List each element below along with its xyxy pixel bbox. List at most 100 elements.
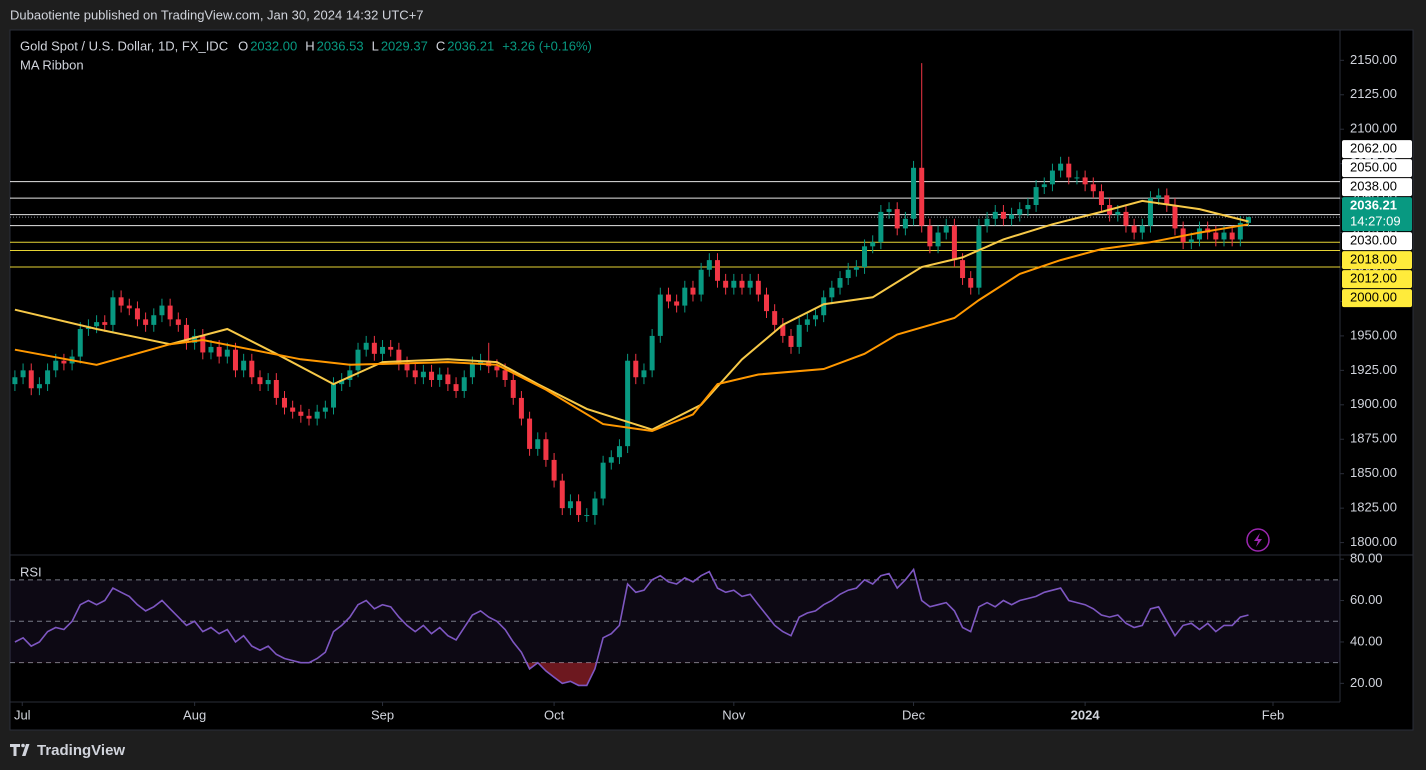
candle-body <box>911 167 917 219</box>
candle-body <box>331 384 337 408</box>
candle-body <box>1033 187 1039 205</box>
candle-body <box>1098 191 1104 205</box>
candle-body <box>445 374 451 385</box>
candle-body <box>633 360 639 378</box>
candle-body <box>420 371 426 378</box>
candle-body <box>241 360 247 371</box>
y-tick-label: 2150.00 <box>1350 52 1397 67</box>
candle-body <box>1156 195 1162 199</box>
candle-body <box>1049 170 1055 185</box>
candle-body <box>1090 184 1096 192</box>
level-tag <box>1342 270 1412 289</box>
candle-body <box>77 329 83 357</box>
x-tick-label: Feb <box>1262 707 1284 722</box>
candle-body <box>772 311 778 325</box>
y-tick-label: 60.00 <box>1350 592 1383 607</box>
candle-body <box>682 287 688 306</box>
candle-body <box>755 280 761 295</box>
ohlc-value: 2036.53 <box>317 38 364 53</box>
level-label: 2030.00 <box>1350 233 1397 248</box>
candle-body <box>943 225 949 233</box>
candle-body <box>322 407 328 412</box>
candle-body <box>886 209 892 212</box>
candle-body <box>1066 163 1072 178</box>
y-tick-label: 40.00 <box>1350 633 1383 648</box>
candle-body <box>175 319 181 325</box>
candle-body <box>208 346 214 353</box>
lightning-icon <box>1246 528 1270 552</box>
candle-body <box>12 377 18 385</box>
candle-body <box>862 246 868 268</box>
candle-body <box>53 360 59 371</box>
candle-body <box>1164 195 1170 205</box>
y-tick-label: 20.00 <box>1350 675 1383 690</box>
ohlc-value: 2032.00 <box>250 38 297 53</box>
candle-body <box>1229 232 1235 240</box>
ohlc-key: H <box>305 38 314 53</box>
candle-body <box>559 480 565 509</box>
candle-body <box>951 225 957 261</box>
candle-body <box>600 462 606 499</box>
candle-body <box>1246 217 1252 223</box>
candle-body <box>363 342 369 350</box>
candle-body <box>576 501 582 516</box>
rsi-title: RSI <box>20 564 42 579</box>
candle-body <box>273 380 279 398</box>
rsi-line <box>14 567 1249 687</box>
ohlc-key: L <box>372 38 379 53</box>
candle-body <box>723 280 729 288</box>
candle-body <box>61 360 67 364</box>
candle-body <box>249 360 255 378</box>
y-tick-label: 1800.00 <box>1350 534 1397 549</box>
candle-body <box>1058 163 1064 171</box>
candle-body <box>380 346 386 354</box>
candle-body <box>657 294 663 336</box>
candle-body <box>690 287 696 295</box>
publish-info: Dubaotiente published on TradingView.com… <box>10 7 424 22</box>
ohlc-key: C <box>436 38 445 53</box>
y-tick-label: 2100.00 <box>1350 121 1397 136</box>
candle-body <box>608 457 614 463</box>
candle-body <box>257 377 263 385</box>
candle-body <box>804 319 810 325</box>
x-tick-label: Oct <box>544 707 565 722</box>
candle-body <box>1221 232 1227 240</box>
candle-body <box>151 315 157 325</box>
level-label: 2012.00 <box>1350 271 1397 286</box>
current-price-label: 2036.21 <box>1350 198 1397 213</box>
candle-body <box>870 242 876 247</box>
level-label: 2050.00 <box>1350 160 1397 175</box>
level-tag <box>1342 232 1412 251</box>
candle-body <box>36 384 42 389</box>
candle-body <box>20 370 26 378</box>
x-tick-label: Dec <box>902 707 926 722</box>
candle-body <box>592 498 598 516</box>
candle-body <box>469 363 475 378</box>
candle-body <box>371 342 377 354</box>
level-tag <box>1342 140 1412 159</box>
candle-body <box>298 411 304 416</box>
candle-body <box>494 366 500 371</box>
candle-body <box>821 297 827 316</box>
candle-body <box>339 380 345 385</box>
legend: Gold Spot / U.S. Dollar, 1D, FX_IDC O 2032… <box>20 38 592 53</box>
candle-body <box>665 294 671 302</box>
candle-body <box>625 360 631 447</box>
level-tag <box>1342 178 1412 197</box>
indicator-name: MA Ribbon <box>20 57 84 72</box>
candle-body <box>960 260 966 279</box>
candle-body <box>731 280 737 288</box>
candle-body <box>551 459 557 481</box>
candle-body <box>396 349 402 364</box>
candle-body <box>935 232 941 247</box>
chart-area <box>9 29 1414 731</box>
candle-body <box>306 415 312 419</box>
candle-body <box>412 370 418 378</box>
level-tag <box>1342 251 1412 270</box>
candle-body <box>224 349 230 357</box>
candle-body <box>314 411 320 419</box>
candle-body <box>1188 239 1194 243</box>
candle-body <box>502 370 508 380</box>
candle-body <box>404 363 410 371</box>
